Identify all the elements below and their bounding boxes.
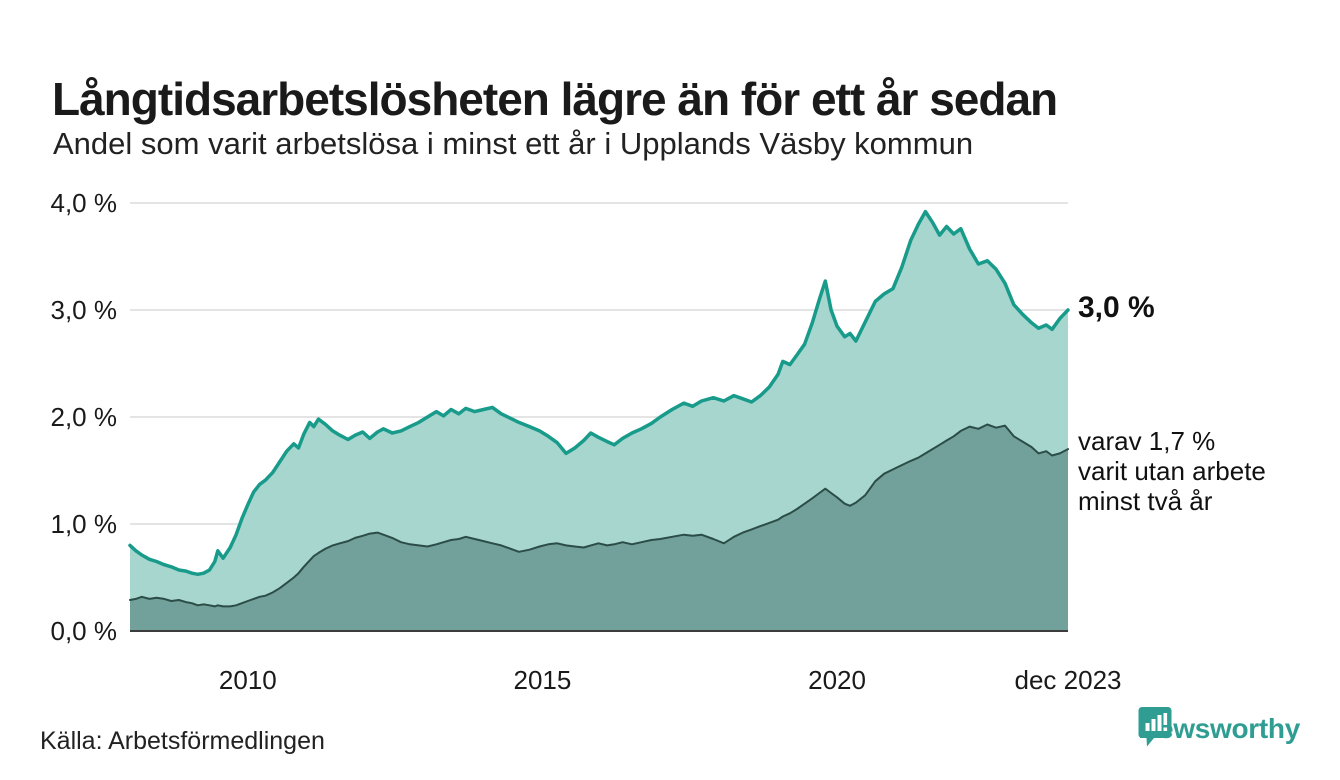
series-line-0 xyxy=(128,209,1070,577)
y-tick-label: 3,0 % xyxy=(51,295,118,325)
x-tick-label: 2020 xyxy=(808,665,866,695)
chart-subtitle: Andel som varit arbetslösa i minst ett å… xyxy=(53,126,974,161)
latest-value-label: 3,0 % xyxy=(1078,291,1155,324)
series-line-1 xyxy=(129,423,1069,608)
page-title: Långtidsarbetslösheten lägre än för ett … xyxy=(52,72,1058,125)
secondary-value-line3: minst två år xyxy=(1078,486,1213,516)
secondary-value-line2: varit utan arbete xyxy=(1078,456,1266,486)
x-tick-label: 2010 xyxy=(219,665,277,695)
x-tick-label: dec 2023 xyxy=(1015,665,1122,695)
source-attribution: Källa: Arbetsförmedlingen xyxy=(40,727,325,755)
y-tick-label: 4,0 % xyxy=(51,188,118,218)
bar-chart-speech-bubble-icon xyxy=(1138,707,1172,747)
y-tick-label: 0,0 % xyxy=(51,616,118,646)
newsworthy-brand: Newsworthy xyxy=(1138,706,1300,752)
x-tick-label: 2015 xyxy=(514,665,572,695)
y-tick-label: 1,0 % xyxy=(51,509,118,539)
secondary-value-label: varav 1,7 % varit utan arbete minst två … xyxy=(1078,426,1266,516)
y-tick-label: 2,0 % xyxy=(51,402,118,432)
secondary-value-line1: varav 1,7 % xyxy=(1078,426,1216,456)
series-area-1 xyxy=(130,424,1068,631)
